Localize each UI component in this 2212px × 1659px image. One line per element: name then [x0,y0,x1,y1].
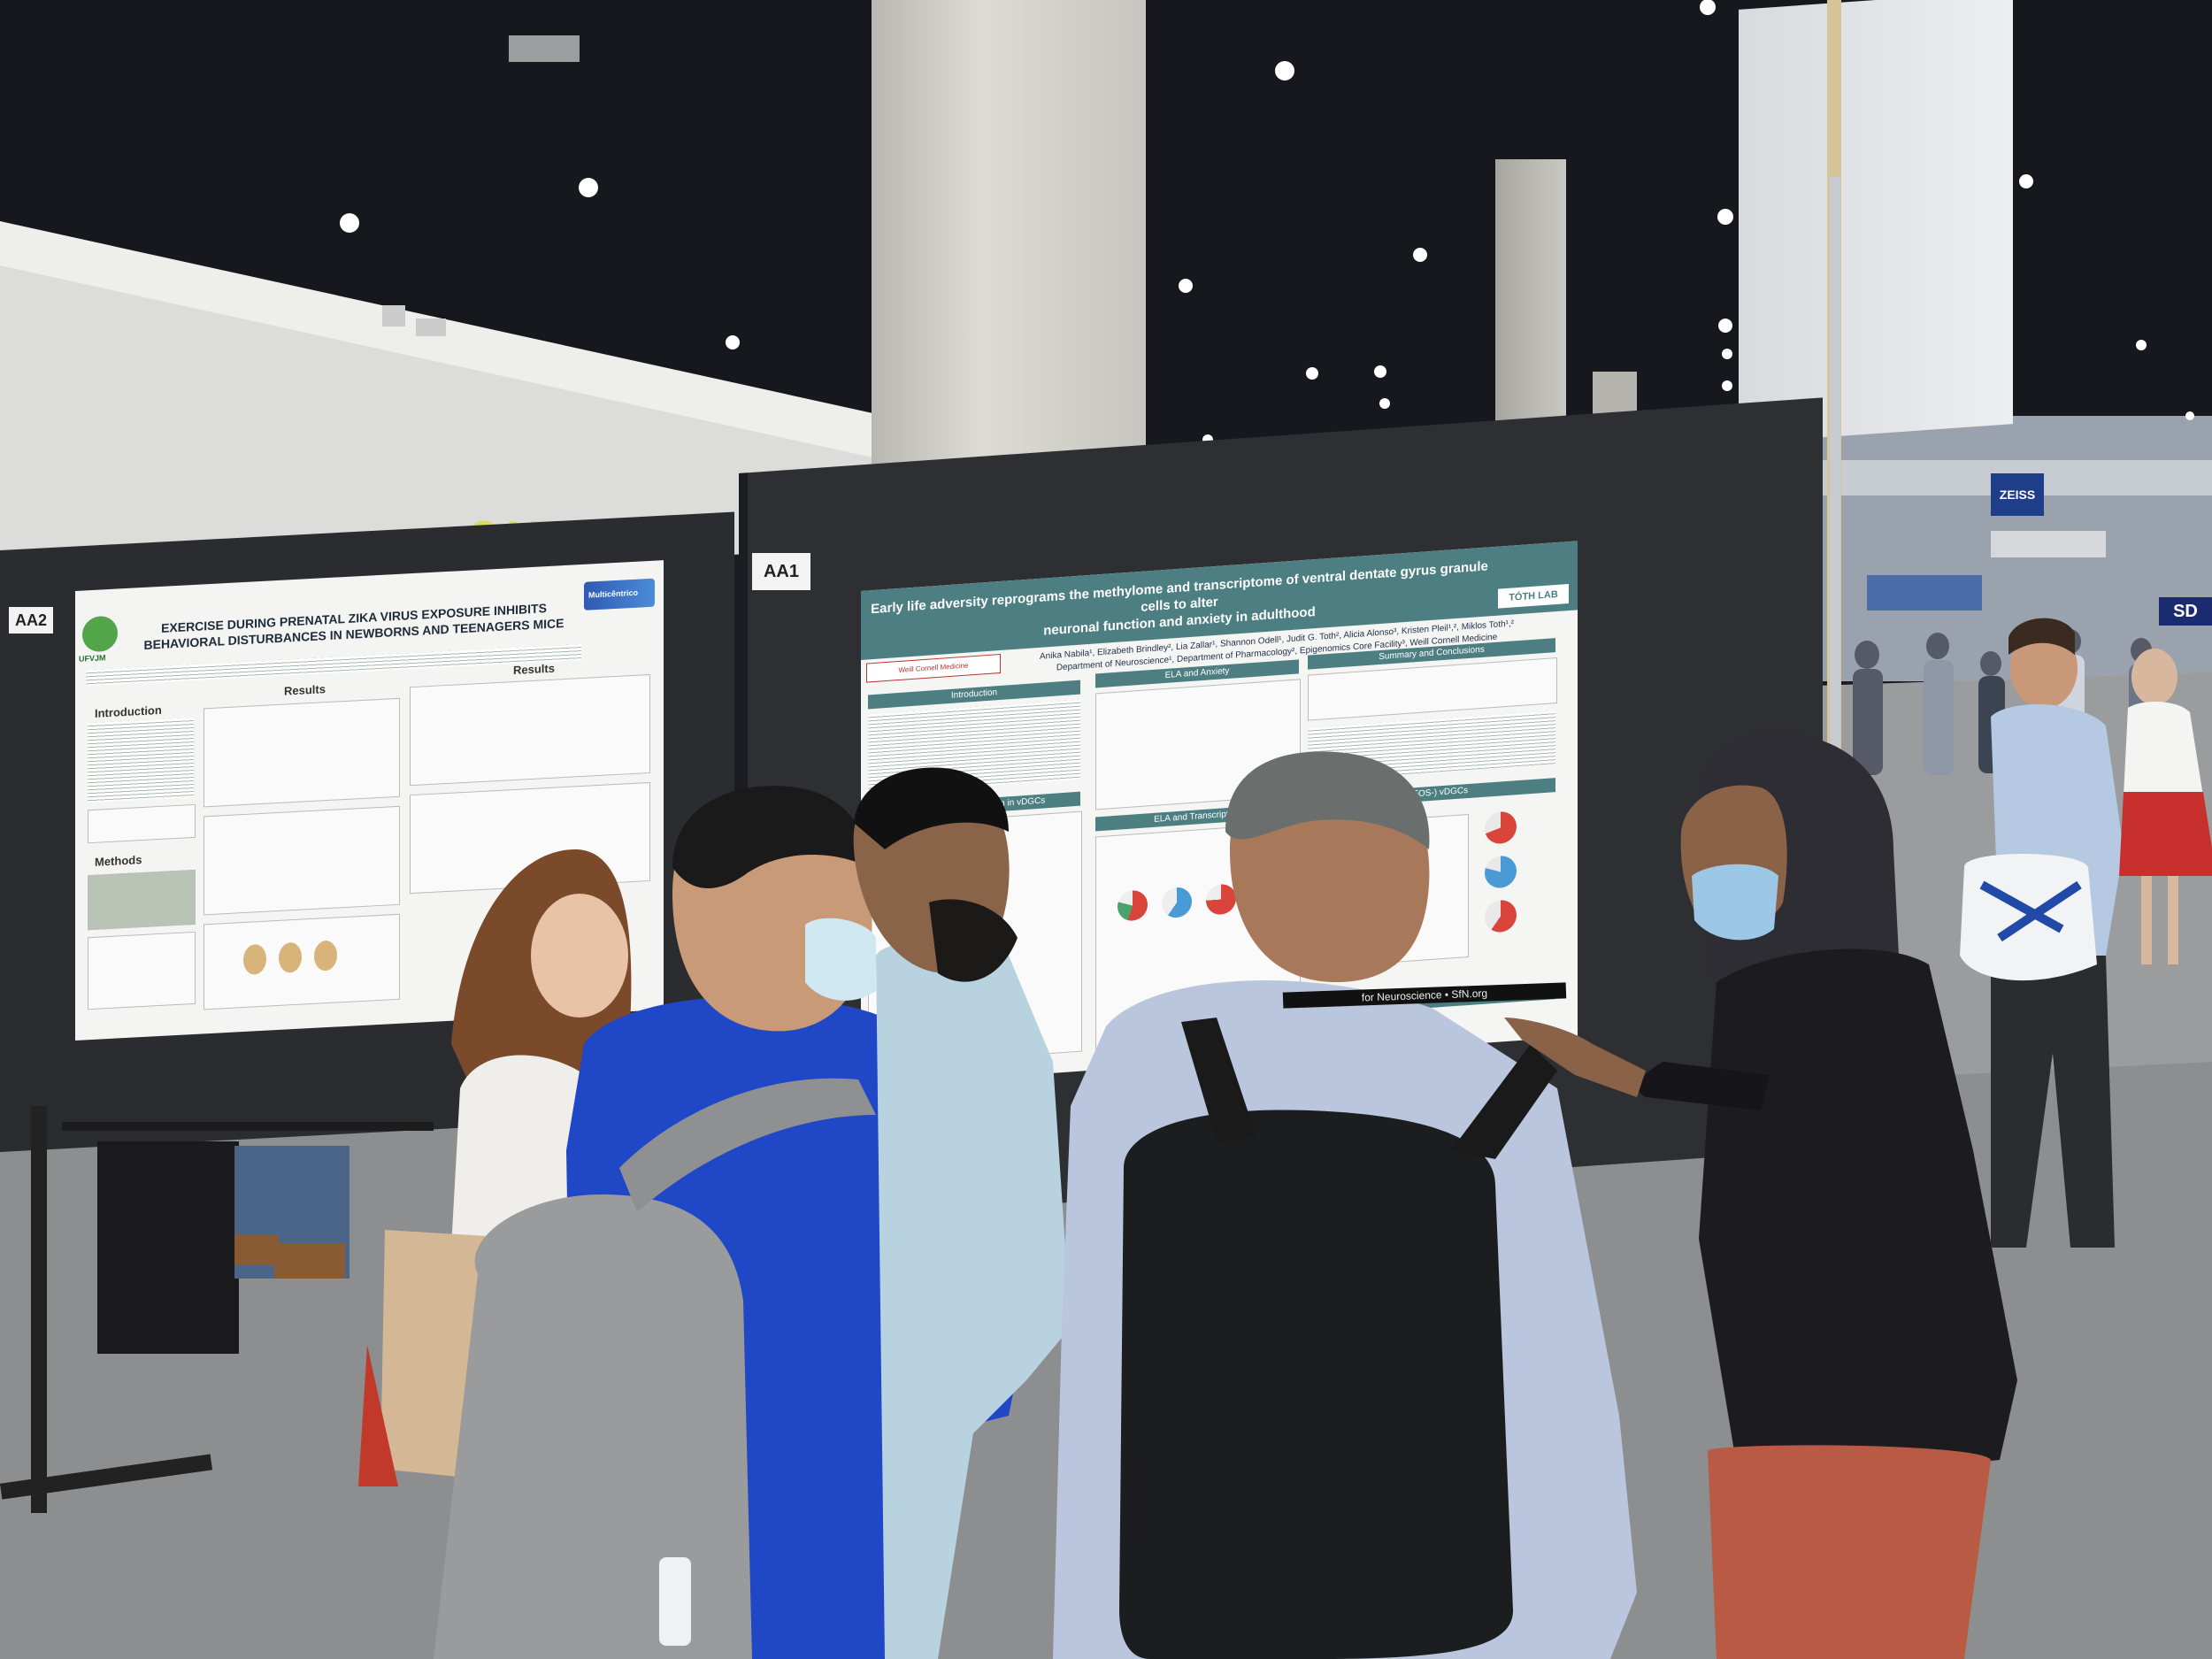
person-woman-red-skirt [2119,649,2212,964]
person-presenter-hijab [1504,732,2017,1659]
person-man-beard [853,767,1071,1659]
black-backpack [1119,1110,1513,1659]
zeiss-sign: ZEISS [1991,473,2044,516]
black-leather-jacket [1699,949,2017,1469]
person-man-checked-shirt [1053,751,1637,1659]
board-label-right: AA1 [752,553,810,590]
booth-sign: SD [2159,597,2212,626]
red-trousers [1708,1445,1991,1659]
presenter-hand [1504,1018,1646,1097]
concrete-pillar [872,0,1146,478]
presenter-face-mask [1692,864,1778,941]
person-walking-man [1960,618,2124,1248]
board-label-left: AA2 [9,607,53,634]
grey-backpack [434,1194,752,1659]
face-mask [805,918,876,1001]
background-person-legs [97,1141,349,1354]
water-bottle [659,1557,691,1646]
